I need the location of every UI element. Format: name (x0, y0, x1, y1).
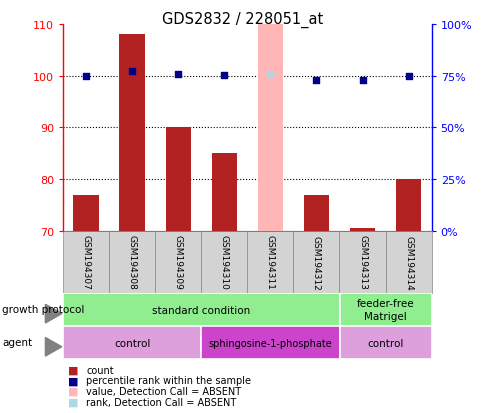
Text: ■: ■ (68, 375, 78, 385)
Bar (247, 231, 293, 293)
Text: value, Detection Call = ABSENT: value, Detection Call = ABSENT (86, 386, 241, 396)
Text: standard condition: standard condition (152, 305, 250, 315)
Point (358, 77, 365, 84)
Bar (119, 35, 145, 231)
Bar (63, 231, 109, 293)
Text: agent: agent (2, 337, 32, 347)
Text: ■: ■ (68, 386, 78, 396)
Bar (339, 231, 385, 293)
Text: GSM194311: GSM194311 (265, 235, 274, 290)
Bar (293, 231, 339, 293)
Text: sphingosine-1-phosphate: sphingosine-1-phosphate (208, 338, 332, 348)
Point (82, 73, 90, 80)
Point (266, 71, 273, 78)
Bar (395, 180, 421, 231)
Bar (201, 231, 247, 293)
Text: control: control (114, 338, 150, 348)
Bar (201, 326, 339, 359)
Polygon shape (45, 338, 61, 356)
Bar (109, 231, 155, 293)
Point (404, 73, 411, 80)
Text: GSM194308: GSM194308 (127, 235, 136, 290)
Bar (155, 231, 201, 293)
Point (312, 77, 319, 84)
Text: GSM194309: GSM194309 (173, 235, 182, 290)
Text: percentile rank within the sample: percentile rank within the sample (86, 375, 251, 385)
Bar (73, 195, 99, 231)
Bar (303, 195, 329, 231)
Point (220, 72, 227, 78)
Bar (339, 293, 431, 326)
Text: GSM194314: GSM194314 (403, 235, 412, 290)
Point (174, 71, 182, 78)
Text: rank, Detection Call = ABSENT: rank, Detection Call = ABSENT (86, 397, 236, 407)
Text: growth protocol: growth protocol (2, 304, 85, 314)
Bar (63, 326, 201, 359)
Text: GSM194312: GSM194312 (311, 235, 320, 290)
Bar (63, 293, 339, 326)
Text: GDS2832 / 228051_at: GDS2832 / 228051_at (162, 12, 322, 28)
Bar (385, 231, 431, 293)
Text: feeder-free
Matrigel: feeder-free Matrigel (356, 299, 413, 321)
Text: ■: ■ (68, 365, 78, 375)
Text: control: control (367, 338, 403, 348)
Text: count: count (86, 365, 114, 375)
Bar (211, 154, 237, 231)
Bar (165, 128, 191, 231)
Text: ■: ■ (68, 397, 78, 407)
Text: GSM194313: GSM194313 (357, 235, 366, 290)
Bar (257, 25, 283, 231)
Text: GSM194310: GSM194310 (219, 235, 228, 290)
Text: GSM194307: GSM194307 (81, 235, 91, 290)
Point (128, 69, 136, 76)
Bar (349, 229, 375, 231)
Polygon shape (45, 305, 61, 323)
Bar (339, 326, 431, 359)
